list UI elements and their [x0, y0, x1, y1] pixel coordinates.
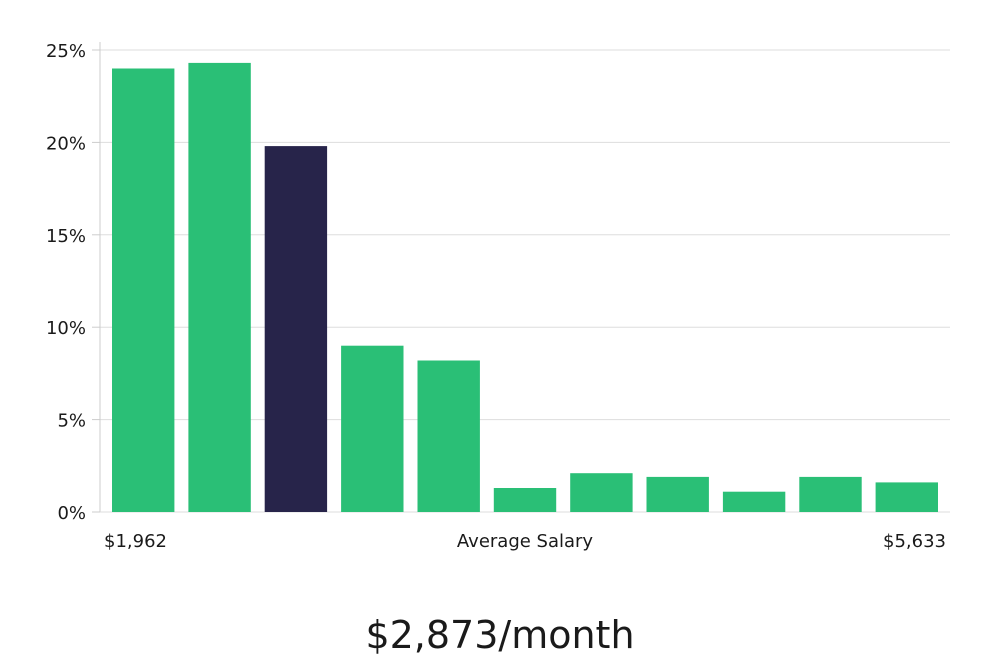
- y-tick-label: 25%: [46, 41, 86, 62]
- y-tick-label: 0%: [57, 503, 86, 524]
- bar: [493, 488, 557, 512]
- bar: [188, 62, 251, 513]
- bar: [341, 345, 404, 512]
- bar-highlighted: [264, 146, 328, 512]
- average-salary-value: $2,873/month: [365, 613, 634, 657]
- y-tick-label: 10%: [46, 318, 86, 339]
- x-axis-label: Average Salary: [457, 531, 594, 552]
- y-tick-label: 5%: [57, 411, 86, 432]
- bar: [417, 360, 480, 512]
- y-tick-labels: 0% 5% 10% 15% 20% 25%: [46, 41, 86, 524]
- bars: [112, 62, 938, 513]
- bar: [570, 473, 633, 512]
- bar: [112, 68, 175, 512]
- bar: [799, 476, 862, 512]
- x-min-label: $1,962: [104, 531, 167, 552]
- bar: [646, 476, 709, 512]
- x-max-label: $5,633: [883, 531, 946, 552]
- bar: [722, 491, 786, 512]
- y-tick-label: 15%: [46, 226, 86, 247]
- y-tick-label: 20%: [46, 133, 86, 154]
- bar: [875, 482, 938, 512]
